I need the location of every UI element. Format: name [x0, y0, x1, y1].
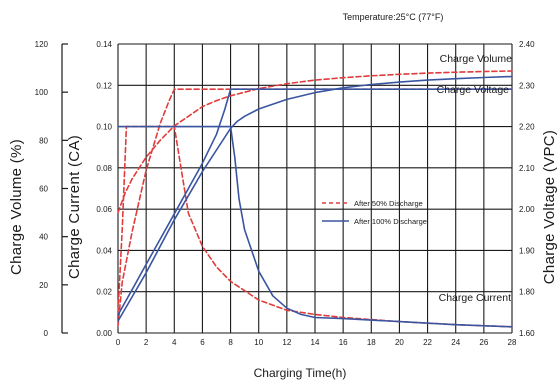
- voltage-tick-label: 2.00: [519, 205, 535, 214]
- grid: [117, 43, 513, 334]
- legend: After 50% Discharge After 100% Discharge: [322, 199, 427, 226]
- x-tick-label: 4: [172, 338, 177, 347]
- y-axis-title-voltage: Charge Voltage (VPC): [541, 130, 558, 284]
- x-tick-label: 20: [395, 338, 404, 347]
- current-tick-label: 0.12: [96, 81, 112, 90]
- label-charge-volume: Charge Volume: [440, 53, 513, 65]
- current-tick-label: 0.06: [96, 205, 112, 214]
- voltage-tick-label: 2.30: [519, 81, 535, 90]
- x-tick-label: 0: [116, 338, 121, 347]
- series-100pct-charge-voltage: [117, 88, 513, 316]
- current-tick-label: 0.04: [96, 246, 112, 255]
- current-tick-label: 0.14: [96, 40, 112, 49]
- series-50pct-charge-volume: [117, 70, 513, 214]
- voltage-tick-label: 2.20: [519, 123, 535, 132]
- x-tick-label: 12: [282, 338, 291, 347]
- voltage-tick-label: 2.40: [519, 40, 535, 49]
- legend-label-100: After 100% Discharge: [354, 217, 427, 226]
- voltage-tick-label: 1.60: [519, 329, 535, 338]
- volume-tick-label: 20: [39, 281, 48, 290]
- x-tick-label: 14: [311, 338, 320, 347]
- x-axis-title: Charging Time(h): [254, 366, 347, 380]
- current-tick-label: 0.10: [96, 123, 112, 132]
- volume-tick-label: 0: [44, 329, 49, 338]
- voltage-tick-label: 2.10: [519, 164, 535, 173]
- label-charge-voltage: Charge Voltage: [437, 84, 510, 96]
- volume-tick-label: 80: [39, 136, 48, 145]
- series-100pct-charge-volume: [117, 75, 513, 322]
- voltage-tick-label: 1.80: [519, 288, 535, 297]
- x-tick-label: 28: [508, 338, 517, 347]
- voltage-tick-label: 1.90: [519, 246, 535, 255]
- x-tick-label: 22: [423, 338, 432, 347]
- volume-tick-label: 40: [39, 233, 48, 242]
- current-tick-label: 0.00: [96, 329, 112, 338]
- x-tick-label: 26: [479, 338, 488, 347]
- x-tick-label: 6: [200, 338, 205, 347]
- x-tick-label: 24: [451, 338, 460, 347]
- series-50pct-charge-voltage: [117, 88, 513, 327]
- volume-tick-label: 120: [35, 40, 49, 49]
- series-100pct-charge-current: [117, 125, 513, 328]
- y-axis-title-current: Charge Current (CA): [66, 135, 83, 279]
- volume-tick-label: 60: [39, 185, 48, 194]
- volume-tick-label: 100: [35, 88, 49, 97]
- temperature-annotation: Temperature:25°C (77°F): [343, 12, 444, 22]
- label-charge-current: Charge Current: [439, 292, 511, 304]
- legend-label-50: After 50% Discharge: [354, 199, 423, 208]
- x-tick-label: 2: [144, 338, 149, 347]
- series-lines: [117, 70, 513, 328]
- x-tick-label: 18: [367, 338, 376, 347]
- x-tick-label: 16: [339, 338, 348, 347]
- current-tick-label: 0.02: [96, 288, 112, 297]
- x-tick-label: 10: [254, 338, 263, 347]
- current-tick-label: 0.08: [96, 164, 112, 173]
- axes: 0 2 4 6 8 10 12 14 16 18 20 22 24 26 280.000.020.040.0…: [35, 40, 535, 347]
- x-tick-label: 8: [228, 338, 233, 347]
- y-axis-title-volume: Charge Volume (%): [8, 139, 25, 275]
